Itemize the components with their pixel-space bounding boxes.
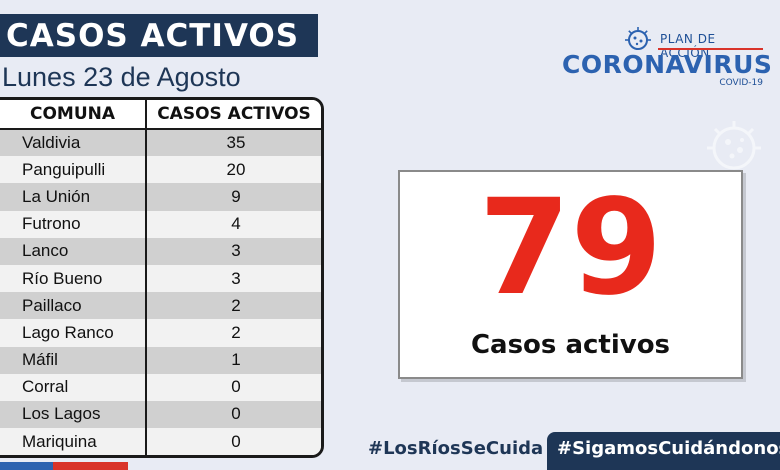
total-label: Casos activos [470,330,671,360]
virus-icon [625,27,651,50]
virus-decoration-icon [707,121,761,170]
table-row: Corral 0 [0,373,321,401]
column-header-comuna: COMUNA [0,100,147,130]
casos-cell: 0 [146,400,321,429]
column-header-casos: CASOS ACTIVOS [146,100,321,130]
comuna-cell: Futrono [0,210,147,238]
page-title: CASOS ACTIVOS [0,14,318,57]
table-row: La Unión 9 [0,183,321,211]
comuna-cell: Mariquina [0,428,147,455]
hashtag-sigamos: #SigamosCuidándonos [547,432,780,470]
table-row: Paillaco 2 [0,292,321,320]
table-row: Lago Ranco 2 [0,319,321,347]
comuna-cell: La Unión [0,183,147,211]
date-subtitle: Lunes 23 de Agosto [2,62,241,92]
casos-cell: 2 [146,319,321,347]
table-row: Mariquina 0 [0,428,321,455]
table-row: Máfil 1 [0,346,321,374]
casos-cell: 35 [146,129,321,157]
casos-cell: 3 [146,264,321,293]
casos-cell: 4 [146,210,321,238]
cases-table: COMUNA CASOS ACTIVOS Valdivia 35 Panguipu… [0,97,324,458]
flag-stripe [0,462,128,470]
active-cases-summary: 79 Casos activos [398,170,743,379]
comuna-cell: Lago Ranco [0,319,147,347]
comuna-cell: Río Bueno [0,264,147,293]
comuna-cell: Corral [0,373,147,401]
logo-divider [658,48,763,50]
table-row: Lanco 3 [0,237,321,265]
flag-blue [0,462,53,470]
table-row: Valdivia 35 [0,129,321,157]
coronavirus-logo: PLAN DE ACCIÓN CORONAVIRUS COVID-19 [560,26,772,88]
comuna-cell: Panguipulli [0,156,147,184]
table-header-row: COMUNA CASOS ACTIVOS [0,100,321,130]
comuna-cell: Lanco [0,237,147,265]
comuna-cell: Máfil [0,346,147,374]
casos-cell: 1 [146,346,321,374]
hashtag-los-rios: #LosRíosSeCuida [368,438,544,459]
casos-cell: 20 [146,156,321,184]
comuna-cell: Valdivia [0,129,147,157]
comuna-cell: Paillaco [0,292,147,320]
casos-cell: 0 [146,428,321,455]
flag-red [53,462,128,470]
logo-sub-text: COVID-19 [719,78,763,88]
casos-cell: 9 [146,183,321,211]
casos-cell: 3 [146,237,321,265]
logo-brand-text: CORONAVIRUS [562,50,773,79]
casos-cell: 0 [146,373,321,401]
casos-cell: 2 [146,292,321,320]
table-row: Los Lagos 0 [0,400,321,429]
total-active-cases: 79 [478,171,663,325]
table-row: Futrono 4 [0,210,321,238]
table-row: Panguipulli 20 [0,156,321,184]
table-row: Río Bueno 3 [0,264,321,293]
comuna-cell: Los Lagos [0,400,147,429]
